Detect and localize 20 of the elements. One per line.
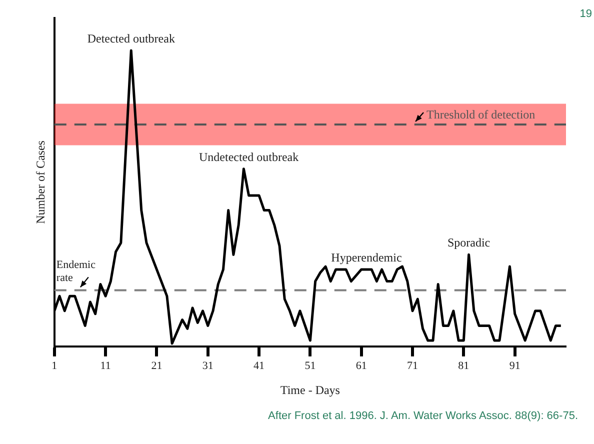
text: 19 (580, 8, 592, 20)
x-tick-label: 51 (304, 360, 316, 372)
x-tick-label: 41 (254, 360, 265, 372)
annotation: Undetected outbreak (198, 150, 299, 164)
x-tick-label: 81 (458, 360, 470, 372)
ref-line-label: Endemic rate (56, 259, 96, 284)
x-tick-label: 91 (509, 360, 520, 372)
annotation: Hyperendemic (331, 250, 402, 264)
text: After Frost et al. 1996. J. Am. Water Works Assoc. 88(9): 66-75. (268, 410, 578, 422)
x-tick-label: 1 (52, 360, 58, 372)
annotation: Sporadic (447, 236, 490, 250)
annotation: Detected outbreak (87, 32, 175, 46)
x-tick-label: 31 (202, 360, 214, 372)
ref-line-label: Threshold of detection (426, 108, 536, 122)
x-tick-label: 71 (407, 360, 418, 372)
x-axis-title: Time - Days (280, 382, 340, 397)
y-axis-title: Number of Cases (33, 140, 48, 224)
x-tick-label: 61 (356, 360, 367, 372)
x-tick-label: 11 (100, 360, 111, 372)
x-tick-label: 21 (151, 360, 162, 372)
